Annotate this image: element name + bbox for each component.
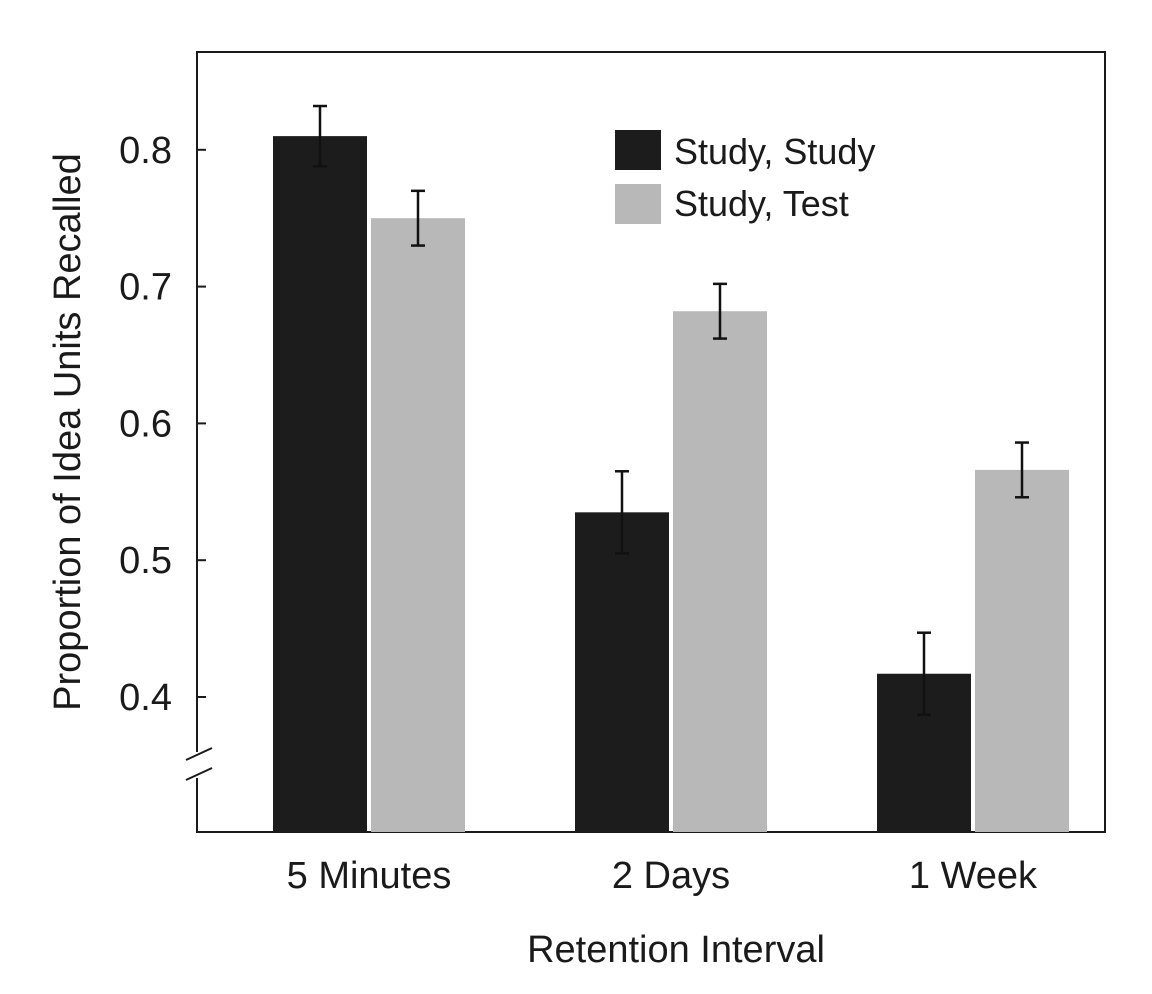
error-bar-study-study-2 — [917, 631, 931, 717]
y-tick-label: 0.5 — [119, 540, 172, 582]
x-tick-label: 5 Minutes — [287, 855, 452, 897]
bar-study-test-2 — [975, 469, 1069, 832]
legend-swatch-study-study — [615, 130, 661, 170]
y-axis-title: Proportion of Idea Units Recalled — [47, 153, 89, 711]
errorbars-layer — [313, 104, 1029, 717]
x-axis-title: Retention Interval — [527, 929, 825, 971]
bar-study-study-1 — [575, 512, 669, 832]
error-bar-study-study-0 — [313, 104, 327, 168]
error-bar-study-test-0 — [411, 189, 425, 247]
legend-label-study-test: Study, Test — [674, 183, 849, 224]
y-axis: 0.4 0.5 0.6 0.7 0.8 — [119, 130, 206, 719]
error-bar-study-study-1 — [615, 470, 629, 555]
y-tick-label: 0.4 — [119, 677, 172, 719]
x-tick-label: 2 Days — [612, 855, 730, 897]
x-axis: 5 Minutes 2 Days 1 Week — [287, 855, 1038, 897]
y-tick-label: 0.8 — [119, 130, 172, 172]
y-tick-label: 0.6 — [119, 403, 172, 445]
x-tick-label: 1 Week — [909, 855, 1038, 897]
legend: Study, Study Study, Test — [615, 130, 875, 224]
error-bar-study-test-1 — [713, 282, 727, 340]
bar-study-test-1 — [673, 311, 767, 832]
bar-study-study-0 — [273, 136, 367, 832]
axis-break-icon — [185, 747, 213, 781]
legend-label-study-study: Study, Study — [674, 131, 875, 172]
legend-swatch-study-test — [615, 184, 661, 224]
y-tick-label: 0.7 — [119, 267, 172, 309]
bar-study-test-0 — [371, 218, 465, 832]
bars-layer — [273, 136, 1069, 832]
error-bar-study-test-2 — [1015, 441, 1029, 499]
